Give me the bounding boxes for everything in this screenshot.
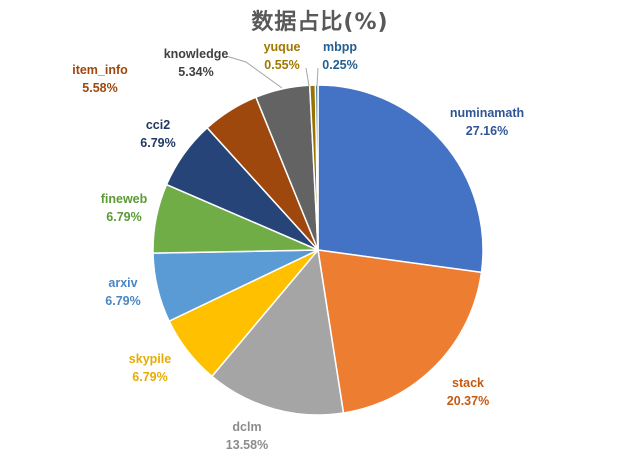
slice-value-stack: 20.37% xyxy=(447,394,489,408)
pie-slice-dclm xyxy=(210,248,345,416)
slice-label-arxiv: arxiv xyxy=(108,276,137,290)
pie-slice-numinamath xyxy=(317,84,484,274)
slice-label-stack: stack xyxy=(452,376,484,390)
slice-value-fineweb: 6.79% xyxy=(106,210,141,224)
leader-line-yuque xyxy=(305,67,310,87)
slice-value-numinamath: 27.16% xyxy=(466,124,508,138)
slice-value-arxiv: 6.79% xyxy=(105,294,140,308)
chart-title: 数据占比(%) xyxy=(251,10,389,35)
slice-value-skypile: 6.79% xyxy=(132,370,167,384)
slice-label-item-info: item_info xyxy=(72,63,128,77)
leader-line-knowledge xyxy=(225,55,283,89)
slice-value-mbpp: 0.25% xyxy=(322,58,357,72)
slice-value-dclm: 13.58% xyxy=(226,438,268,452)
slice-value-cci2: 6.79% xyxy=(140,136,175,150)
slice-value-knowledge: 5.34% xyxy=(178,65,213,79)
slice-value-item-info: 5.58% xyxy=(82,81,117,95)
slice-label-mbpp: mbpp xyxy=(323,40,357,54)
slice-label-numinamath: numinamath xyxy=(450,106,524,120)
slice-label-fineweb: fineweb xyxy=(101,192,148,206)
slice-label-knowledge: knowledge xyxy=(164,47,229,61)
slice-label-skypile: skypile xyxy=(129,352,171,366)
pie-slice-stack xyxy=(317,249,483,414)
slice-label-cci2: cci2 xyxy=(146,118,170,132)
slice-value-yuque: 0.55% xyxy=(264,58,299,72)
slice-label-dclm: dclm xyxy=(232,420,261,434)
leader-line-mbpp xyxy=(316,67,319,87)
slice-label-yuque: yuque xyxy=(264,40,301,54)
